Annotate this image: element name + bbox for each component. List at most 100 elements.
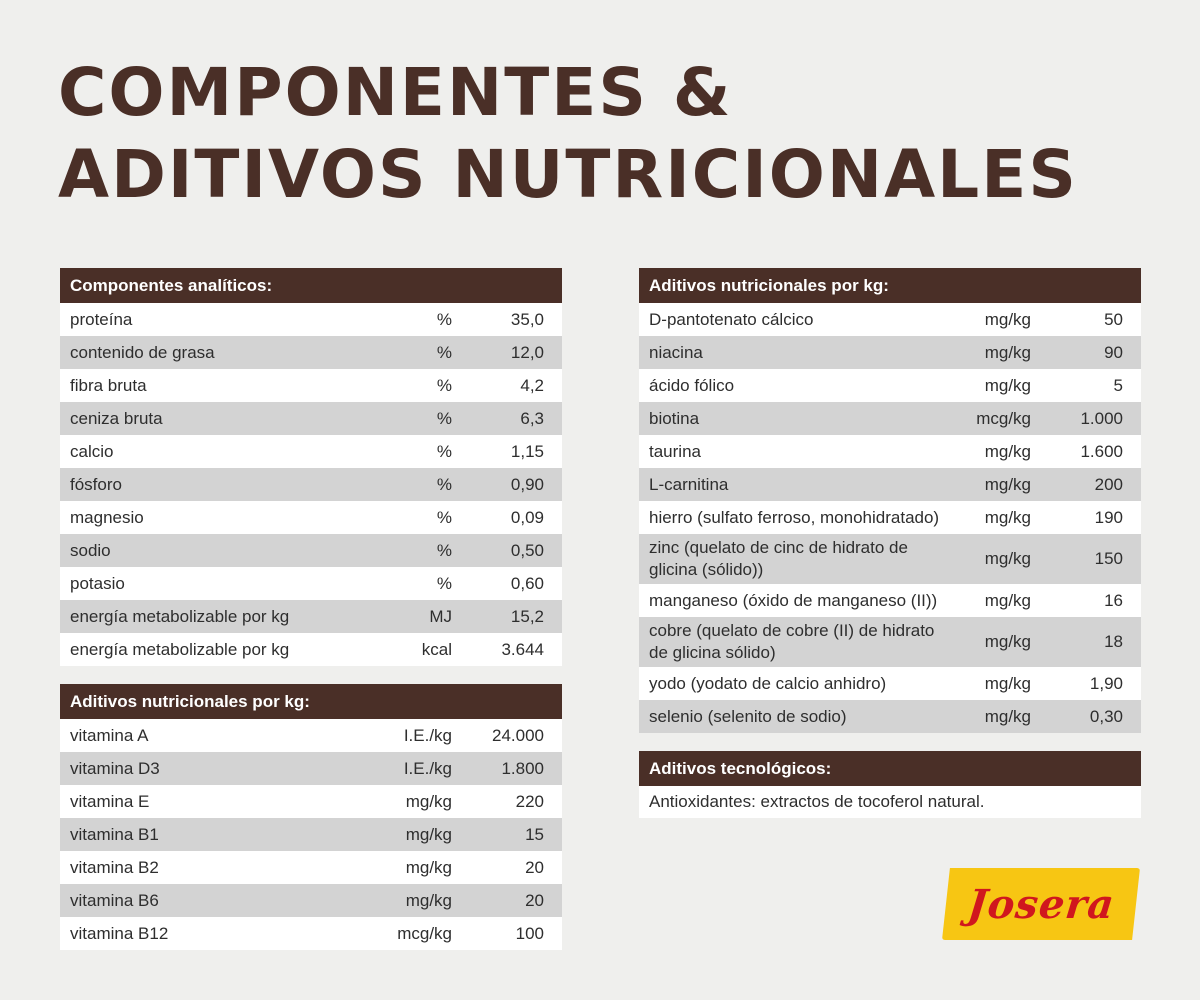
row-value: 6,3 — [520, 408, 544, 428]
table-row: fósforo% 0,90 — [60, 468, 562, 501]
row-name: manganeso (óxido de manganeso (II)) — [649, 590, 938, 610]
row-unit: mg/kg — [984, 549, 1031, 568]
row-value: 1.600 — [1080, 441, 1123, 461]
row-unit: mg/kg — [984, 375, 1031, 395]
table-row: fibra bruta% 4,2 — [60, 369, 562, 402]
row-unit: % — [436, 540, 452, 560]
table-row: potasio% 0,60 — [60, 567, 562, 600]
row-name: hierro (sulfato ferroso, monohidratado) — [649, 507, 940, 527]
row-name: calcio — [70, 441, 114, 461]
row-unit: mg/kg — [984, 673, 1031, 693]
table-row: energía metabolizable por kg MJ 15,2 — [60, 600, 562, 633]
table-row: calcio% 1,15 — [60, 435, 562, 468]
row-value: 1,15 — [510, 441, 544, 461]
row-name: ceniza bruta — [70, 408, 163, 428]
analytic-components-table: Componentes analíticos: proteína% 35,0 con… — [60, 268, 562, 666]
row-unit: % — [436, 309, 452, 329]
row-unit: mg/kg — [984, 309, 1031, 329]
table-row: zinc (quelato de cinc de hidrato de glic… — [639, 534, 1141, 584]
row-unit: I.E./kg — [403, 758, 452, 778]
table-row: hierro (sulfato ferroso, monohidratado) m… — [639, 501, 1141, 534]
row-unit: mg/kg — [984, 706, 1031, 726]
row-name: sodio — [70, 540, 111, 560]
row-value: 15 — [525, 824, 544, 844]
row-value: 90 — [1104, 342, 1123, 362]
row-name: fósforo — [70, 474, 122, 494]
row-value: 1.800 — [501, 758, 544, 778]
row-value: 15,2 — [510, 606, 544, 626]
table-row: biotina mcg/kg 1.000 — [639, 402, 1141, 435]
page-title-line2: Aditivos Nutricionales — [58, 136, 1078, 213]
table-row: taurina mg/kg 1.600 — [639, 435, 1141, 468]
row-name: vitamina B1 — [70, 824, 159, 844]
row-value: 100 — [515, 923, 544, 943]
table-row: cobre (quelato de cobre (II) de hidrato … — [639, 617, 1141, 667]
row-unit: mcg/kg — [397, 923, 452, 943]
row-name: vitamina B12 — [70, 923, 169, 943]
table-row: vitamina B12 mcg/kg 100 — [60, 917, 562, 950]
table-row: contenido de grasa% 12,0 — [60, 336, 562, 369]
row-value: 200 — [1094, 474, 1123, 494]
row-value: 24.000 — [492, 725, 544, 745]
analytic-components-header: Componentes analíticos: — [60, 268, 562, 303]
row-name: biotina — [649, 408, 700, 428]
row-unit: kcal — [421, 639, 452, 659]
row-unit: % — [436, 474, 452, 494]
row-name: vitamina E — [70, 791, 150, 811]
nutritional-additives-table: Aditivos nutricionales por kg: D-pantote… — [639, 268, 1141, 733]
row-value: 0,90 — [510, 474, 544, 494]
table-row: niacina mg/kg 90 — [639, 336, 1141, 369]
row-value: 5 — [1113, 375, 1123, 395]
row-name: magnesio — [70, 507, 144, 527]
row-value: 1.000 — [1080, 408, 1123, 428]
row-value: 16 — [1104, 590, 1123, 610]
row-unit: mg/kg — [984, 342, 1031, 362]
row-value: 190 — [1094, 507, 1123, 527]
row-unit: % — [436, 573, 452, 593]
row-unit: mg/kg — [984, 441, 1031, 461]
technological-additives-header: Aditivos tecnológicos: — [639, 751, 1141, 786]
table-row: energía metabolizable por kg kcal 3.644 — [60, 633, 562, 666]
table-row: vitamina A I.E./kg 24.000 — [60, 719, 562, 752]
row-unit: % — [436, 342, 452, 362]
row-name: L-carnitina — [649, 474, 729, 494]
technological-additives-table: Aditivos tecnológicos: Antioxidantes: ex… — [639, 751, 1141, 818]
table-row: yodo (yodato de calcio anhidro) mg/kg 1,90 — [639, 667, 1141, 700]
table-row: vitamina B2 mg/kg 20 — [60, 851, 562, 884]
row-unit: % — [436, 507, 452, 527]
row-name: vitamina A — [70, 725, 149, 745]
row-name: niacina — [649, 342, 703, 362]
left-column: Componentes analíticos: proteína% 35,0 con… — [60, 268, 562, 968]
row-unit: mg/kg — [984, 474, 1031, 494]
row-value: 20 — [525, 890, 544, 910]
row-value: 18 — [1104, 632, 1123, 651]
row-value: 0,50 — [510, 540, 544, 560]
row-unit: mg/kg — [405, 857, 452, 877]
row-value: 12,0 — [510, 342, 544, 362]
row-value: 20 — [525, 857, 544, 877]
row-value: 0,09 — [510, 507, 544, 527]
analytic-components-rows: proteína% 35,0 contenido de grasa% 12,0 fibr… — [60, 303, 562, 666]
row-unit: % — [436, 441, 452, 461]
table-row: ácido fólico mg/kg 5 — [639, 369, 1141, 402]
row-unit: % — [436, 408, 452, 428]
row-name: contenido de grasa — [70, 342, 215, 362]
row-unit: mcg/kg — [976, 408, 1031, 428]
table-row: proteína% 35,0 — [60, 303, 562, 336]
row-value: 3.644 — [501, 639, 544, 659]
row-unit: mg/kg — [405, 890, 452, 910]
row-value: 220 — [515, 791, 544, 811]
vitamin-additives-header: Aditivos nutricionales por kg: — [60, 684, 562, 719]
row-unit: mg/kg — [984, 632, 1031, 651]
table-row: vitamina B6 mg/kg 20 — [60, 884, 562, 917]
row-name: yodo (yodato de calcio anhidro) — [649, 673, 887, 693]
table-row: manganeso (óxido de manganeso (II)) mg/kg… — [639, 584, 1141, 617]
table-row: L-carnitina mg/kg 200 — [639, 468, 1141, 501]
vitamin-additives-table: Aditivos nutricionales por kg: vitamina … — [60, 684, 562, 950]
table-row: sodio% 0,50 — [60, 534, 562, 567]
row-name: proteína — [70, 309, 133, 329]
josera-logo-text: Josera — [965, 880, 1117, 928]
row-unit: % — [436, 375, 452, 395]
table-row: selenio (selenito de sodio) mg/kg 0,30 — [639, 700, 1141, 733]
row-unit: mg/kg — [984, 507, 1031, 527]
